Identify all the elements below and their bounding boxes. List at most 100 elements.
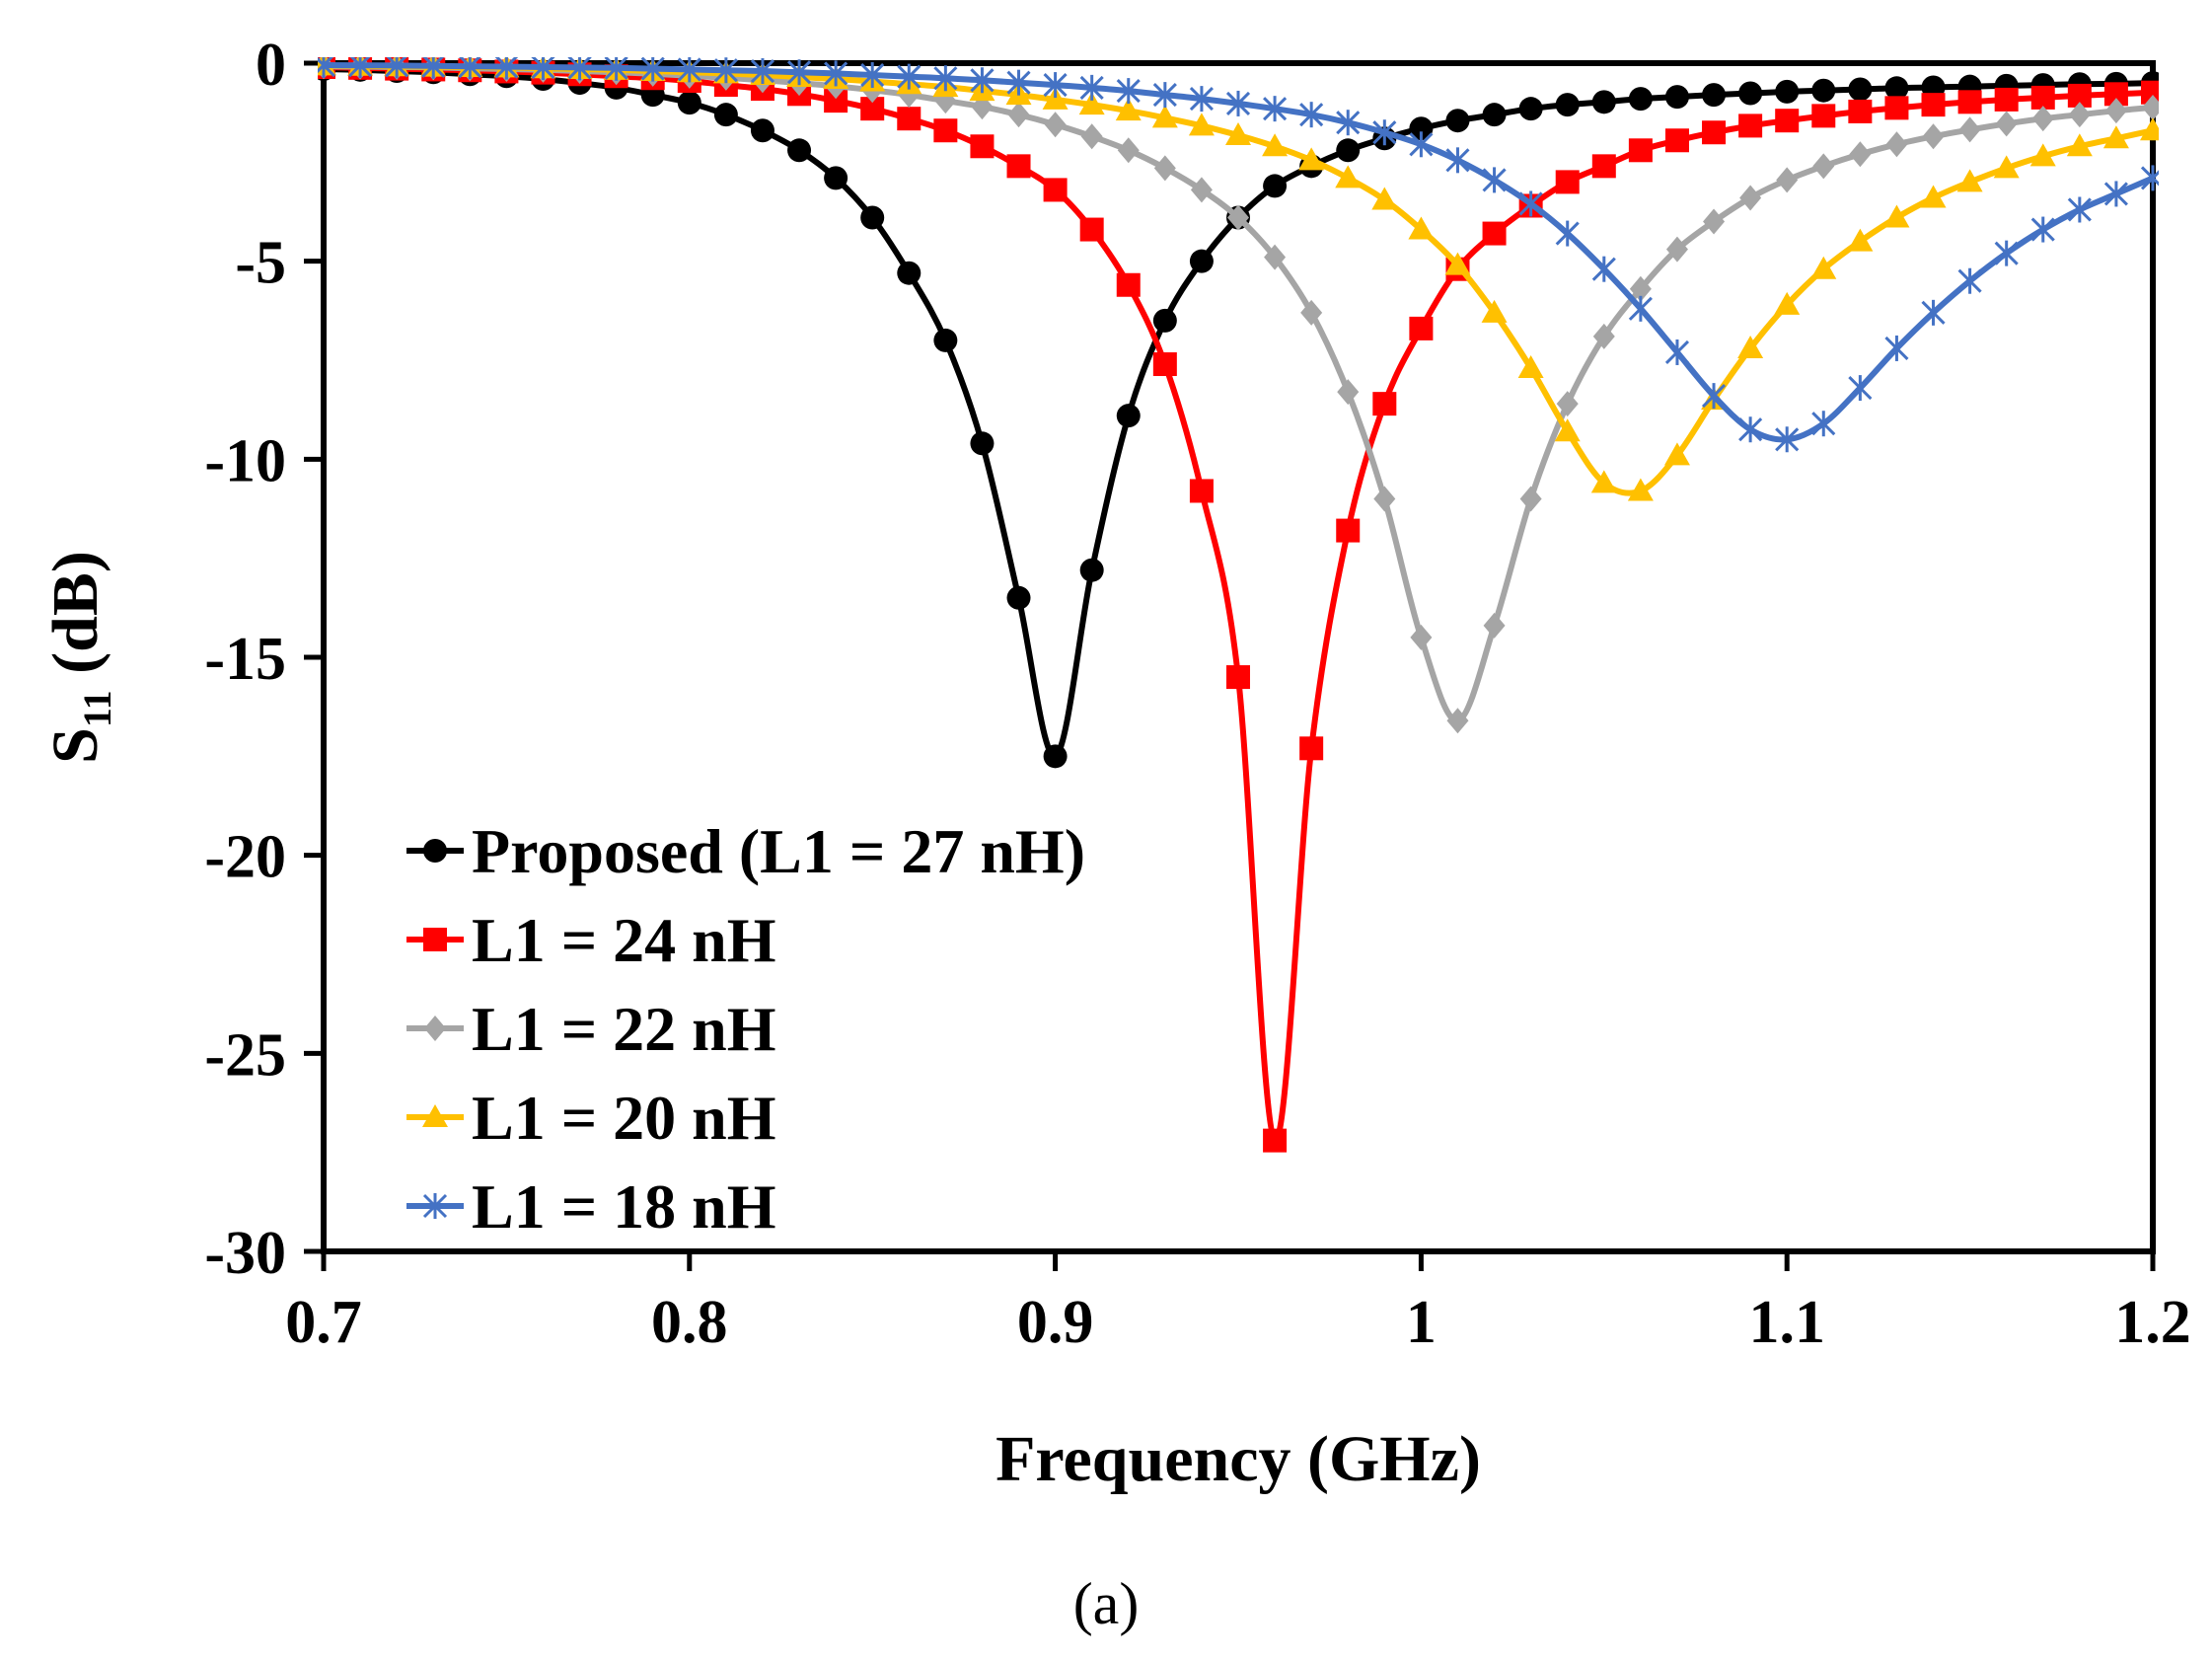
data-point bbox=[1336, 110, 1361, 136]
data-point bbox=[2102, 125, 2129, 149]
y-axis-title: S11 (dB) bbox=[39, 551, 119, 764]
data-point bbox=[1811, 78, 1836, 103]
data-point bbox=[1628, 138, 1653, 163]
data-point bbox=[1409, 116, 1434, 141]
data-point bbox=[1483, 612, 1506, 639]
data-point bbox=[1811, 104, 1836, 128]
x-tick-label: 1 bbox=[1406, 1289, 1437, 1356]
data-point bbox=[1665, 236, 1688, 263]
data-point bbox=[1153, 155, 1176, 182]
data-point bbox=[1664, 128, 1689, 153]
legend-label: Proposed (L1 = 27 nH) bbox=[472, 816, 1085, 886]
data-point bbox=[2067, 196, 2092, 223]
data-point bbox=[1336, 518, 1361, 543]
data-point bbox=[2031, 106, 2054, 132]
x-axis: 0.7 0.8 0.9 1 1.1 1.2 bbox=[285, 1251, 2191, 1356]
legend-label: L1 = 24 nH bbox=[472, 905, 776, 975]
data-point bbox=[348, 57, 373, 79]
x-tick-label: 0.8 bbox=[651, 1289, 728, 1356]
data-point bbox=[1555, 93, 1580, 117]
data-point bbox=[1775, 426, 1800, 453]
data-point bbox=[1848, 99, 1873, 123]
legend-label: L1 = 22 nH bbox=[472, 994, 776, 1064]
data-point bbox=[1446, 708, 1469, 734]
data-point bbox=[1262, 133, 1289, 157]
data-point bbox=[1848, 375, 1873, 402]
data-point bbox=[1007, 102, 1030, 128]
legend-swatch-marker bbox=[422, 1104, 448, 1127]
legend-item: L1 = 24 nH bbox=[406, 905, 776, 975]
data-point bbox=[458, 57, 482, 80]
data-point bbox=[1006, 585, 1031, 610]
y-tick-label: -5 bbox=[235, 230, 286, 297]
data-point bbox=[1884, 76, 1909, 101]
data-point bbox=[2030, 85, 2055, 110]
data-point bbox=[1409, 131, 1434, 158]
y-axis: 0 -5 -10 -15 -20 -25 -30 bbox=[204, 32, 324, 1287]
data-point bbox=[2140, 165, 2159, 191]
data-point bbox=[2030, 216, 2055, 243]
data-point bbox=[1592, 323, 1615, 349]
data-point bbox=[1116, 404, 1141, 428]
data-point bbox=[1299, 736, 1324, 761]
data-point bbox=[713, 103, 738, 127]
legend: Proposed (L1 = 27 nH) L1 = 24 nH L1 = 22 n… bbox=[406, 816, 1085, 1242]
x-tick-label: 1.2 bbox=[2114, 1289, 2191, 1356]
data-point bbox=[1444, 252, 1471, 275]
data-point bbox=[1701, 383, 1727, 410]
data-point bbox=[1591, 90, 1616, 114]
data-point bbox=[1995, 111, 2018, 137]
data-point bbox=[1336, 138, 1361, 163]
data-point bbox=[1847, 228, 1874, 252]
data-point bbox=[1263, 1128, 1288, 1153]
data-point bbox=[1189, 249, 1214, 273]
data-point bbox=[1628, 87, 1653, 112]
data-point bbox=[1810, 256, 1837, 279]
data-point bbox=[1078, 92, 1105, 115]
series-5 bbox=[318, 57, 2159, 453]
data-point bbox=[1188, 113, 1215, 136]
data-point bbox=[640, 57, 665, 82]
data-point bbox=[933, 328, 958, 352]
data-point bbox=[1371, 187, 1398, 210]
data-point bbox=[1299, 102, 1324, 128]
data-point bbox=[2029, 143, 2056, 167]
data-point bbox=[2068, 102, 2091, 128]
data-point bbox=[787, 138, 812, 163]
data-point bbox=[1591, 154, 1616, 179]
data-point bbox=[750, 58, 775, 85]
data-point bbox=[1554, 418, 1581, 442]
data-point bbox=[1042, 86, 1069, 110]
data-point bbox=[1739, 185, 1762, 211]
data-point bbox=[1518, 97, 1543, 121]
data-point bbox=[1079, 217, 1104, 242]
legend-swatch-marker bbox=[423, 839, 447, 863]
legend-label: L1 = 18 nH bbox=[472, 1171, 776, 1242]
data-point bbox=[933, 65, 958, 92]
data-point bbox=[1774, 291, 1801, 315]
data-point bbox=[1664, 85, 1689, 110]
data-point bbox=[1994, 240, 2019, 266]
legend-item: L1 = 20 nH bbox=[406, 1083, 776, 1153]
data-point bbox=[1152, 82, 1177, 109]
data-point bbox=[567, 57, 592, 81]
data-point bbox=[1043, 744, 1068, 769]
data-point bbox=[1372, 119, 1397, 146]
figure-caption: (a) bbox=[1073, 1571, 1140, 1636]
data-point bbox=[1117, 137, 1140, 164]
data-point bbox=[604, 57, 628, 81]
data-point bbox=[860, 205, 885, 230]
data-point bbox=[1189, 86, 1214, 113]
x-axis-title: Frequency (GHz) bbox=[995, 1423, 1481, 1495]
data-point bbox=[1190, 177, 1213, 203]
data-point bbox=[1849, 141, 1872, 168]
data-point bbox=[2140, 117, 2159, 141]
data-point bbox=[824, 166, 848, 190]
data-point bbox=[750, 118, 774, 143]
data-point bbox=[1335, 165, 1362, 188]
data-point bbox=[1445, 109, 1470, 133]
y-axis-title-subscript: 11 bbox=[75, 690, 119, 727]
data-point bbox=[677, 91, 701, 115]
data-point bbox=[1629, 275, 1652, 302]
data-point bbox=[1884, 335, 1909, 361]
